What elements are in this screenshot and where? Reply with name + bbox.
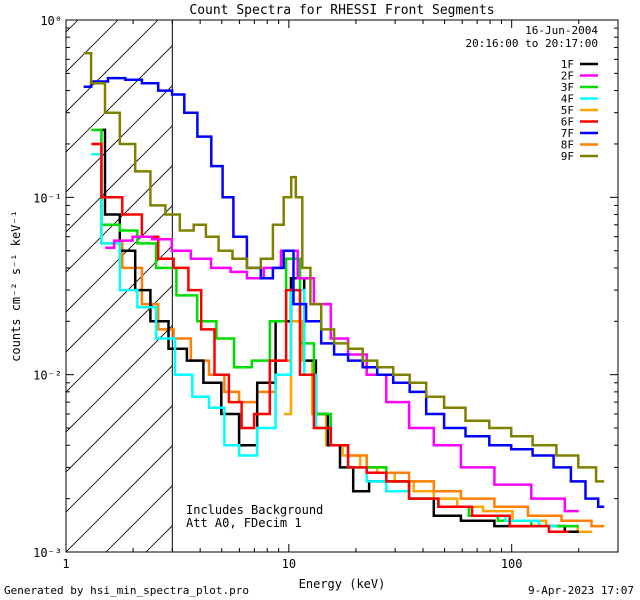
series-7F-line (83, 76, 605, 508)
y-axis-label: counts cm⁻² s⁻¹ keV⁻¹ (9, 210, 23, 362)
x-tick-label: 100 (501, 557, 523, 571)
series-3F-line (91, 128, 579, 528)
hatch-line (66, 165, 173, 273)
series-1F-line (98, 128, 579, 534)
hatch-line (66, 245, 173, 353)
x-tick-label: 10 (282, 557, 296, 571)
legend-label-7F: 7F (561, 127, 574, 140)
legend-label-4F: 4F (561, 93, 574, 106)
background-note: Includes Background (186, 503, 323, 517)
hatch-line (66, 405, 173, 513)
legend-label-5F: 5F (561, 104, 574, 117)
series-5F-line (283, 320, 593, 534)
generated-by-footer: Generated by hsi_min_spectra_plot.pro (4, 584, 249, 597)
time-range-annotation: 20:16:00 to 20:17:00 (466, 37, 598, 50)
attenuator-note: Att A0, FDecim 1 (186, 516, 302, 530)
chart-title: Count Spectra for RHESSI Front Segments (189, 3, 494, 18)
axis-ticks (65, 19, 619, 553)
plot-frame (65, 19, 619, 553)
hatch-line (66, 205, 173, 313)
legend-label-8F: 8F (561, 139, 574, 152)
hatched-region (66, 20, 173, 552)
series-2F-line (105, 235, 579, 513)
y-tick-label: 10⁰ (40, 14, 62, 28)
hatch-line (66, 125, 173, 233)
series-6F-line (91, 142, 569, 534)
series-4F-line (91, 152, 558, 528)
series-layer (83, 51, 605, 534)
axis-tick-labels: 1 10 100 10⁰ 10⁻¹ 10⁻² 10⁻³ (33, 14, 522, 571)
hatch-line (66, 85, 173, 193)
legend-label-9F: 9F (561, 150, 574, 163)
x-tick-label: 1 (62, 557, 69, 571)
hatch-line (66, 365, 173, 473)
hatch-line (66, 445, 173, 552)
legend-label-1F: 1F (561, 58, 574, 71)
y-tick-label: 10⁻³ (33, 546, 62, 560)
timestamp-footer: 9-Apr-2023 17:07 (528, 584, 634, 597)
date-annotation: 16-Jun-2004 (525, 24, 598, 37)
hatch-line (66, 20, 159, 113)
series-9F-line (83, 51, 605, 483)
y-tick-label: 10⁻² (33, 369, 62, 383)
legend-label-2F: 2F (561, 70, 574, 83)
legend-label-3F: 3F (561, 81, 574, 94)
legend-label-6F: 6F (561, 116, 574, 129)
x-axis-label: Energy (keV) (299, 577, 386, 591)
y-tick-label: 10⁻¹ (33, 191, 62, 205)
hatch-line (66, 45, 173, 153)
